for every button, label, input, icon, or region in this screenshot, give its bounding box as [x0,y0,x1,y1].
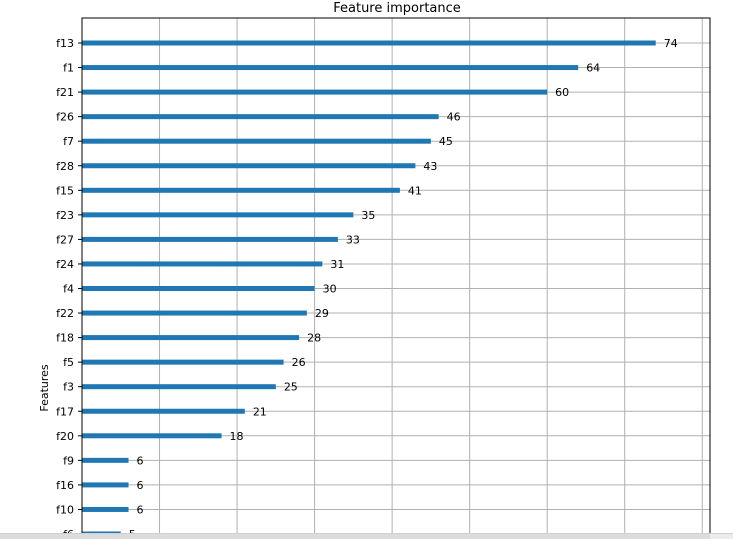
y-tick-label-f1: f1 [63,62,74,75]
value-labels: 74646046454341353331302928262521186665 [129,37,678,539]
grid-lines [82,18,710,539]
value-label-f10: 6 [137,503,144,516]
bar-f28 [82,163,416,169]
y-tick-label-f7: f7 [63,135,74,148]
bar-f20 [82,433,222,439]
value-label-f28: 43 [423,160,437,173]
y-tick-label-f4: f4 [63,283,74,296]
bar-f9 [82,457,129,463]
value-label-f7: 45 [439,135,453,148]
bar-f7 [82,138,431,144]
bar-f16 [82,482,129,488]
value-label-f4: 30 [323,283,337,296]
bar-f5 [82,359,284,365]
bar-f27 [82,236,338,242]
value-label-f17: 21 [253,405,267,418]
bar-f26 [82,114,439,120]
bar-f1 [82,65,579,71]
bar-f21 [82,89,548,95]
y-tick-label-f3: f3 [63,381,74,394]
value-label-f21: 60 [555,86,569,99]
bar-f23 [82,212,354,218]
y-ticks: f13 f1 f21 f26 f7 f28 f15 f23 f27 f24 f4 f22 f18 f5 f3… [56,37,82,539]
value-label-f16: 6 [137,479,144,492]
value-label-f9: 6 [137,454,144,467]
bars [82,40,656,537]
value-label-f3: 25 [284,381,298,394]
bar-f13 [82,40,656,46]
value-label-f26: 46 [447,111,461,124]
bar-f15 [82,187,400,193]
y-tick-label-f15: f15 [56,184,74,197]
y-tick-label-f17: f17 [56,405,74,418]
y-tick-label-f10: f10 [56,503,74,516]
bar-f3 [82,384,276,390]
y-tick-label-f18: f18 [56,332,74,345]
value-label-f22: 29 [315,307,329,320]
value-label-f1: 64 [586,62,600,75]
value-label-f24: 31 [330,258,344,271]
chart-title: Feature importance [333,1,461,16]
y-tick-label-f22: f22 [56,307,74,320]
scrollbar-thumb[interactable] [0,534,710,539]
y-tick-label-f24: f24 [56,258,74,271]
y-tick-label-f9: f9 [63,454,74,467]
bar-f18 [82,335,300,341]
y-axis-label: Features [38,364,51,412]
y-tick-label-f28: f28 [56,160,74,173]
value-label-f27: 33 [346,233,360,246]
bar-f24 [82,261,323,267]
bar-f4 [82,286,315,291]
y-tick-label-f26: f26 [56,111,74,124]
value-label-f5: 26 [292,356,306,369]
horizontal-scrollbar[interactable] [0,533,733,539]
value-label-f15: 41 [408,184,422,197]
value-label-f23: 35 [361,209,375,222]
value-label-f13: 74 [664,37,678,50]
bar-f22 [82,310,307,316]
bar-f10 [82,506,129,512]
y-tick-label-f5: f5 [63,356,74,369]
y-tick-label-f27: f27 [56,233,74,246]
y-tick-label-f20: f20 [56,430,74,443]
y-tick-label-f13: f13 [56,37,74,50]
bar-f17 [82,408,245,414]
y-tick-label-f21: f21 [56,86,74,99]
y-tick-label-f23: f23 [56,209,74,222]
y-tick-label-f16: f16 [56,479,74,492]
value-label-f18: 28 [307,332,321,345]
plot-frame [81,17,711,539]
value-label-f20: 18 [230,430,244,443]
